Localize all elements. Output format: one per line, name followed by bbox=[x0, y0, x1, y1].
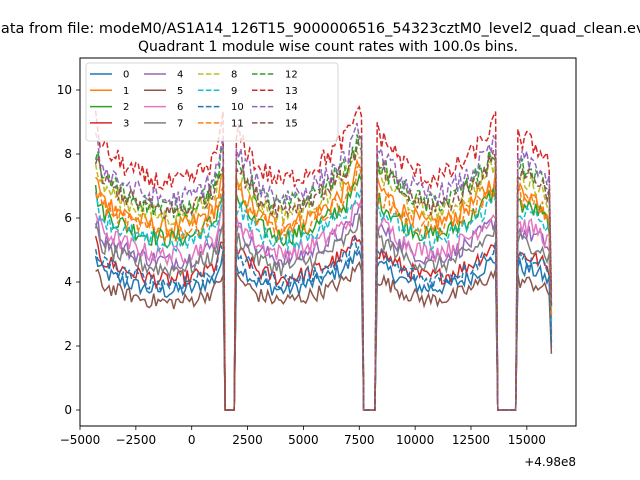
x-tick-label: 2500 bbox=[232, 433, 263, 447]
x-tick-label: 5000 bbox=[288, 433, 319, 447]
y-tick-label: 8 bbox=[64, 147, 72, 161]
legend-label-11: 11 bbox=[231, 118, 244, 129]
series-line-15 bbox=[94, 134, 553, 411]
x-tick-label: 10000 bbox=[396, 433, 434, 447]
legend-label-8: 8 bbox=[231, 70, 237, 81]
legend-box bbox=[85, 62, 339, 142]
x-tick-label: −2500 bbox=[116, 433, 157, 447]
series-layer bbox=[94, 105, 553, 411]
series-line-9 bbox=[94, 187, 553, 411]
legend-label-9: 9 bbox=[231, 86, 237, 97]
legend-label-5: 5 bbox=[177, 86, 183, 97]
legend-label-7: 7 bbox=[177, 118, 183, 129]
legend-label-12: 12 bbox=[285, 70, 298, 81]
x-tick-label: 12500 bbox=[452, 433, 490, 447]
x-tick-label: −5000 bbox=[60, 433, 101, 447]
legend-label-14: 14 bbox=[285, 102, 298, 113]
legend-label-0: 0 bbox=[123, 70, 129, 81]
legend-label-1: 1 bbox=[123, 86, 129, 97]
series-line-13 bbox=[94, 105, 553, 411]
x-offset-label: +4.98e8 bbox=[524, 455, 576, 469]
series-line-14 bbox=[94, 122, 553, 411]
x-tick-label: 7500 bbox=[344, 433, 375, 447]
x-tick-label: 0 bbox=[188, 433, 196, 447]
series-line-11 bbox=[94, 163, 553, 411]
series-line-10 bbox=[94, 235, 553, 411]
series-line-5 bbox=[95, 260, 553, 411]
chart-title: Quadrant 1 module wise count rates with … bbox=[138, 39, 518, 55]
plot-frame bbox=[79, 57, 577, 427]
legend-label-2: 2 bbox=[123, 102, 129, 113]
legend-label-13: 13 bbox=[285, 86, 298, 97]
legend-label-3: 3 bbox=[123, 118, 129, 129]
legend-label-4: 4 bbox=[177, 70, 183, 81]
series-line-3 bbox=[94, 234, 553, 411]
y-tick-label: 4 bbox=[64, 275, 72, 289]
legend-label-15: 15 bbox=[285, 118, 298, 129]
series-line-7 bbox=[94, 213, 553, 411]
x-axis: −5000 −2500 0 2500 5000 7500 10000 12500 15000 bbox=[60, 426, 546, 447]
y-axis: 0 2 4 6 8 10 bbox=[57, 83, 80, 417]
series-line-0 bbox=[94, 249, 553, 411]
y-tick-label: 0 bbox=[64, 403, 72, 417]
y-tick-label: 2 bbox=[64, 339, 72, 353]
series-line-8 bbox=[94, 149, 553, 411]
x-tick-label: 15000 bbox=[508, 433, 546, 447]
figure-suptitle: Data from file: modeM0/AS1A14_126T15_900… bbox=[0, 21, 640, 37]
legend-label-6: 6 bbox=[177, 102, 183, 113]
legend-label-10: 10 bbox=[231, 102, 244, 113]
y-tick-label: 10 bbox=[57, 83, 72, 97]
y-tick-label: 6 bbox=[64, 211, 72, 225]
